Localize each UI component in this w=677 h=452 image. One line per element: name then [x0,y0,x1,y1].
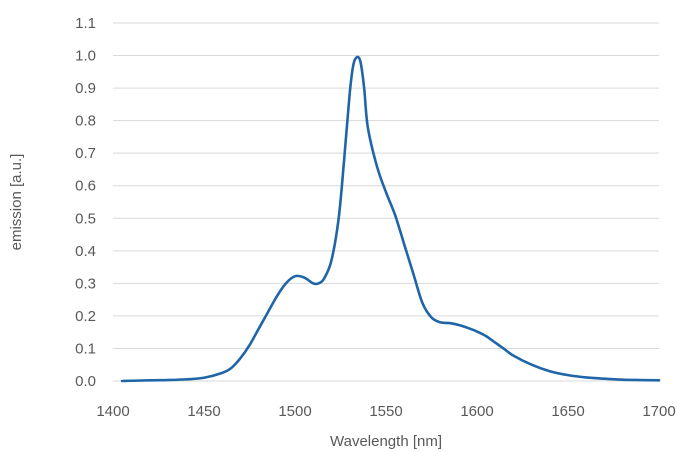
x-tick-label-1: 1450 [187,403,220,420]
x-tick-label-3: 1550 [369,403,402,420]
x-axis-ticks: 1400 1450 1500 1550 1600 1650 1700 [96,403,675,420]
gridlines [113,22,659,382]
y-tick-label-8: 0.8 [75,113,96,130]
y-axis-title: emission [a.u.] [8,154,25,251]
x-tick-label-0: 1400 [96,403,129,420]
x-tick-label-6: 1700 [642,403,675,420]
y-tick-label-2: 0.2 [75,308,96,325]
y-tick-label-4: 0.4 [75,243,96,260]
y-tick-label-0: 0.0 [75,373,96,390]
x-tick-label-4: 1600 [460,403,493,420]
y-tick-label-7: 0.7 [75,145,96,162]
y-tick-label-5: 0.5 [75,210,96,227]
y-tick-label-9: 0.9 [75,80,96,97]
y-tick-label-1: 0.1 [75,340,96,357]
y-tick-label-3: 0.3 [75,275,96,292]
x-tick-label-2: 1500 [278,403,311,420]
emission-series-line [120,55,661,383]
y-tick-label-6: 0.6 [75,178,96,195]
y-tick-label-11: 1.1 [75,15,96,32]
x-tick-label-5: 1650 [551,403,584,420]
y-tick-label-10: 1.0 [75,48,96,65]
x-axis-title: Wavelength [nm] [330,433,442,450]
y-axis-ticks: 0.0 0.1 0.2 0.3 0.4 0.5 0.6 0.7 0.8 0.9 1.0 1.1 [75,15,96,390]
